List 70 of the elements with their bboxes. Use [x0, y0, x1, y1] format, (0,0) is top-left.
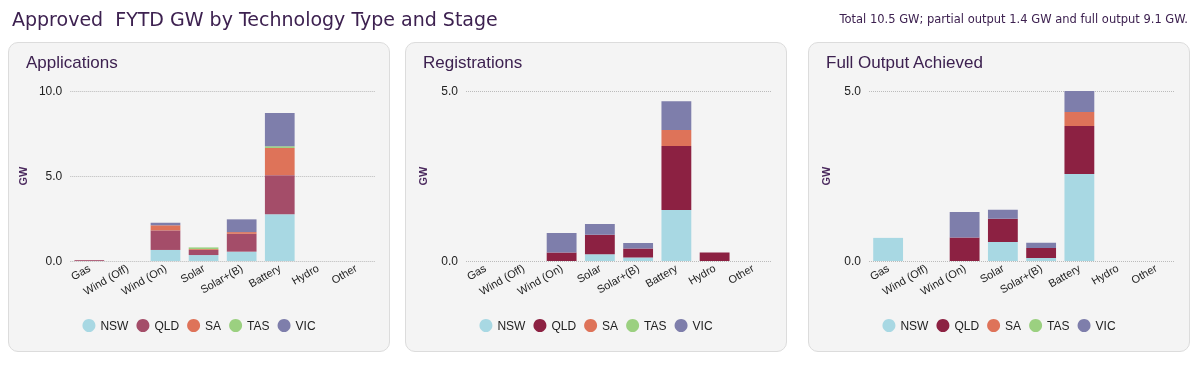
legend-label: SA	[602, 318, 619, 333]
x-tick-label: Other	[726, 261, 757, 286]
bar	[264, 175, 295, 215]
y-tick-label: 5.0	[45, 169, 63, 183]
legend-label: VIC	[692, 318, 713, 333]
legend-label: SA	[1005, 318, 1022, 333]
bar	[949, 237, 980, 261]
bar	[699, 252, 730, 261]
bar	[264, 113, 295, 147]
legend-label: NSW	[900, 318, 930, 333]
legend-label: TAS	[247, 318, 270, 333]
bar	[987, 218, 1018, 242]
y-tick-label: 0.0	[844, 254, 862, 268]
chart-title: Applications	[26, 53, 118, 72]
bar	[1026, 257, 1057, 261]
text: Approved FYTD GW by Technology Type and Stage	[12, 8, 498, 30]
bar	[584, 254, 615, 261]
legend-label: VIC	[295, 318, 316, 333]
legend-label: NSW	[100, 318, 130, 333]
bar	[1026, 242, 1057, 249]
y-axis-title: GW	[416, 165, 429, 186]
x-tick-label: Other	[329, 261, 360, 286]
bar	[1064, 173, 1095, 261]
legend-label: QLD	[551, 318, 577, 333]
bar	[873, 237, 904, 261]
bar	[188, 249, 219, 256]
bar	[1064, 112, 1095, 127]
bar	[226, 219, 257, 233]
y-tick-label: 5.0	[844, 84, 862, 98]
bar	[1064, 126, 1095, 174]
bar	[987, 209, 1018, 219]
bar	[623, 242, 654, 249]
bar	[150, 230, 181, 250]
legend-label: SA	[205, 318, 222, 333]
chart-title: Full Output Achieved	[826, 53, 983, 72]
y-tick-label: 0.0	[441, 254, 459, 268]
y-axis-title: GW	[16, 165, 29, 186]
bar	[584, 234, 615, 255]
bar	[150, 225, 181, 231]
bar	[661, 130, 692, 147]
bar	[226, 251, 257, 261]
bar	[188, 255, 219, 261]
y-tick-label: 10.0	[38, 84, 63, 98]
legend-label: NSW	[497, 318, 527, 333]
bar	[1026, 248, 1057, 258]
y-tick-label: 0.0	[45, 254, 63, 268]
legend-label: VIC	[1095, 318, 1116, 333]
bar	[546, 233, 577, 253]
legend-label: QLD	[954, 318, 980, 333]
bar	[987, 241, 1018, 261]
y-axis-title: GW	[819, 165, 832, 186]
bar	[949, 212, 980, 238]
y-tick-label: 5.0	[441, 84, 459, 98]
legend-label: QLD	[154, 318, 180, 333]
bar	[584, 223, 615, 235]
bar	[661, 210, 692, 261]
bar	[150, 249, 181, 261]
bar	[661, 101, 692, 131]
chart-title: Registrations	[423, 53, 523, 72]
bar	[264, 214, 295, 261]
x-tick-label: Other	[1129, 261, 1160, 286]
bar	[226, 233, 257, 252]
text: Total 10.5 GW; partial output 1.4 GW and full output 9.1 GW.	[839, 12, 1188, 26]
bar	[264, 147, 295, 176]
legend-label: TAS	[644, 318, 667, 333]
bar	[661, 146, 692, 210]
bar	[1064, 91, 1095, 113]
bar	[546, 252, 577, 261]
legend-label: TAS	[1047, 318, 1070, 333]
bar	[623, 248, 654, 258]
